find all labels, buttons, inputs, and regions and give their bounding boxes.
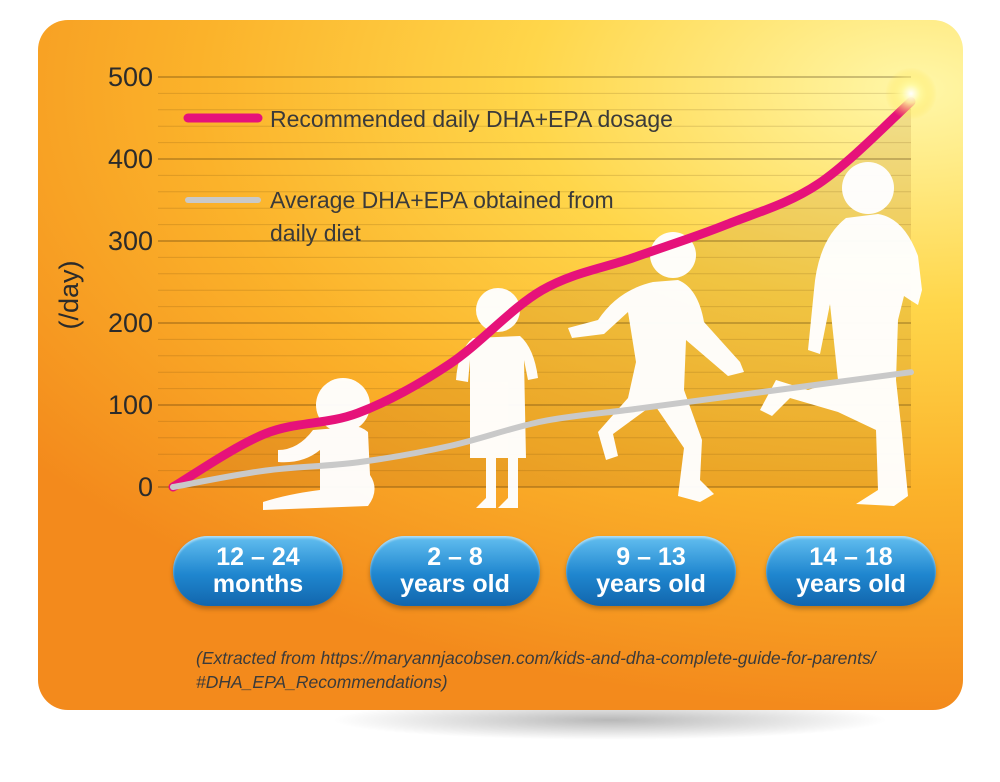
y-tick-label: 100 xyxy=(108,390,153,420)
child-silhouettes xyxy=(263,162,922,510)
source-note: (Extracted from https://maryannjacobsen.… xyxy=(196,646,963,694)
age-pill-14-18-years: 14 – 18 years old xyxy=(766,536,936,606)
age-pill-12-24-months: 12 – 24 months xyxy=(173,536,343,606)
age-pill-line2: months xyxy=(212,570,304,598)
legend-label-diet-line1: Average DHA+EPA obtained from xyxy=(270,187,614,213)
age-pill-2-8-years: 2 – 8 years old xyxy=(370,536,540,606)
legend: Recommended daily DHA+EPA dosage Average … xyxy=(183,106,673,246)
y-tick-label: 200 xyxy=(108,308,153,338)
baby-silhouette-body xyxy=(263,425,375,510)
age-pill-line1: 12 – 24 xyxy=(216,543,300,571)
toddler-silhouette-head xyxy=(476,288,520,332)
child-silhouette-body xyxy=(568,280,744,502)
age-pill-line1: 9 – 13 xyxy=(616,543,686,571)
y-tick-label: 500 xyxy=(108,62,153,92)
legend-label-diet-line2: daily diet xyxy=(270,220,361,246)
teen-silhouette-head xyxy=(842,162,894,214)
age-pill-line2: years old xyxy=(796,570,906,598)
age-pill-9-13-years: 9 – 13 years old xyxy=(566,536,736,606)
source-line2: #DHA_EPA_Recommendations) xyxy=(196,672,448,692)
chart-card: 0 100 200 300 400 500 (/day) Recommended daily … xyxy=(38,20,963,710)
source-line1: (Extracted from https://maryannjacobsen.… xyxy=(196,648,876,668)
y-tick-label: 0 xyxy=(138,472,153,502)
glow-highlight xyxy=(885,67,937,120)
toddler-silhouette-body xyxy=(456,336,538,508)
y-axis-label: (/day) xyxy=(54,260,84,329)
age-pill-line1: 14 – 18 xyxy=(809,543,893,571)
diet-intake-line xyxy=(170,369,914,490)
legend-label-recommended: Recommended daily DHA+EPA dosage xyxy=(270,106,673,132)
recommended-dosage-line xyxy=(168,97,916,492)
teen-silhouette-body xyxy=(760,214,922,506)
y-tick-label: 300 xyxy=(108,226,153,256)
age-pill-line1: 2 – 8 xyxy=(427,543,483,571)
y-tick-label: 400 xyxy=(108,144,153,174)
age-pill-line2: years old xyxy=(596,570,706,598)
age-pill-line2: years old xyxy=(400,570,510,598)
chart-svg: 0 100 200 300 400 500 (/day) Recommended daily … xyxy=(54,62,937,510)
